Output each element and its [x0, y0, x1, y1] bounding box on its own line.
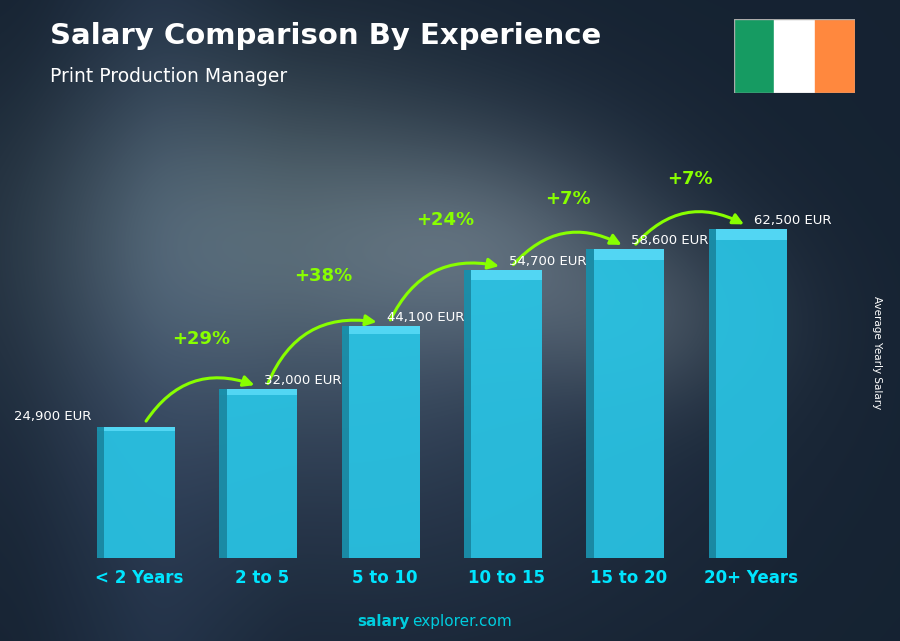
Bar: [227, 389, 298, 395]
Text: +24%: +24%: [417, 211, 474, 229]
Bar: [349, 326, 419, 334]
Text: +38%: +38%: [294, 267, 352, 285]
Bar: [716, 229, 787, 558]
Bar: [97, 427, 104, 431]
Bar: [472, 270, 542, 280]
Bar: [349, 326, 419, 558]
Bar: [464, 270, 472, 558]
Bar: [464, 270, 472, 280]
Bar: [472, 270, 542, 558]
Text: +29%: +29%: [172, 330, 230, 348]
Bar: [709, 229, 716, 558]
Bar: [97, 427, 104, 558]
Bar: [709, 229, 716, 240]
Text: Average Yearly Salary: Average Yearly Salary: [871, 296, 882, 409]
Bar: [342, 326, 349, 558]
Bar: [734, 19, 774, 93]
Bar: [220, 389, 227, 558]
Text: 24,900 EUR: 24,900 EUR: [14, 410, 91, 424]
Text: +7%: +7%: [545, 190, 590, 208]
Bar: [593, 249, 664, 260]
Text: 58,600 EUR: 58,600 EUR: [632, 235, 709, 247]
Bar: [587, 249, 593, 558]
Bar: [716, 229, 787, 240]
Bar: [220, 389, 227, 395]
Bar: [104, 427, 176, 558]
Bar: [814, 19, 855, 93]
Text: 54,700 EUR: 54,700 EUR: [509, 255, 587, 268]
Text: Salary Comparison By Experience: Salary Comparison By Experience: [50, 22, 601, 51]
Text: +7%: +7%: [668, 170, 713, 188]
Bar: [593, 249, 664, 558]
Text: 62,500 EUR: 62,500 EUR: [754, 214, 832, 227]
Bar: [774, 19, 814, 93]
Bar: [104, 427, 176, 431]
Bar: [342, 326, 349, 334]
Text: 32,000 EUR: 32,000 EUR: [265, 374, 342, 387]
Text: 44,100 EUR: 44,100 EUR: [387, 311, 464, 324]
Bar: [227, 389, 298, 558]
Text: explorer.com: explorer.com: [412, 615, 512, 629]
Text: salary: salary: [357, 615, 410, 629]
Text: Print Production Manager: Print Production Manager: [50, 67, 287, 87]
Bar: [587, 249, 593, 260]
